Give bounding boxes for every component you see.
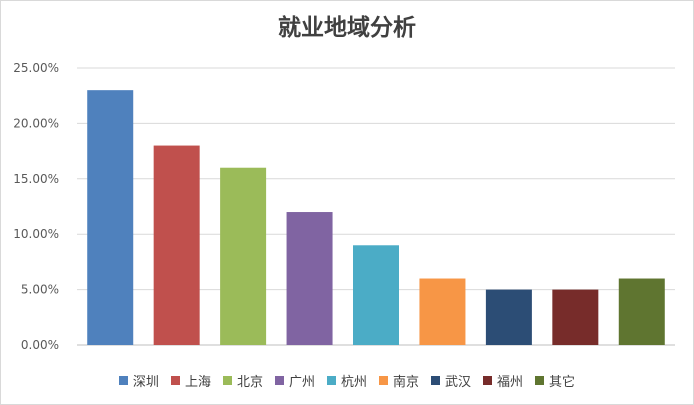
- y-tick-label: 20.00%: [13, 116, 59, 130]
- y-tick-label: 25.00%: [13, 61, 59, 75]
- legend-swatch: [170, 376, 180, 385]
- legend-swatch: [379, 376, 388, 385]
- bar-南京: [419, 278, 466, 345]
- y-tick-label: 15.00%: [13, 172, 59, 186]
- legend-item: 杭州: [326, 371, 367, 390]
- legend-label: 北京: [236, 375, 263, 390]
- legend-label: 其它: [549, 375, 576, 390]
- legend-label: 武汉: [445, 375, 472, 390]
- y-tick-label: 10.00%: [13, 227, 59, 241]
- bar-福州: [552, 289, 599, 345]
- legend-swatch: [222, 376, 232, 385]
- bar-深圳: [87, 90, 134, 345]
- legend-label: 福州: [497, 375, 524, 390]
- legend-item: 武汉: [431, 371, 471, 390]
- legend-item: 南京: [379, 371, 419, 390]
- legend-swatch: [274, 376, 284, 385]
- bar-武汉: [485, 289, 532, 345]
- y-tick-label: 0.00%: [21, 338, 59, 352]
- legend-swatch: [535, 376, 545, 385]
- legend-label: 杭州: [340, 375, 367, 390]
- bar-广州: [286, 212, 333, 345]
- legend-item: 其它: [535, 371, 575, 390]
- legend-label: 深圳: [132, 375, 159, 390]
- legend-swatch: [118, 376, 128, 385]
- bar-杭州: [353, 245, 399, 345]
- bar-其它: [618, 278, 665, 345]
- legend-item: 广州: [274, 371, 315, 390]
- legend-label: 上海: [184, 375, 211, 390]
- y-tick-label: 5.00%: [21, 283, 59, 297]
- bar-上海: [153, 145, 200, 345]
- chart-title: 就业地域分析: [278, 15, 416, 41]
- legend-swatch: [483, 376, 493, 385]
- legend-label: 广州: [288, 375, 315, 390]
- legend-swatch: [326, 376, 336, 385]
- legend-item: 深圳: [118, 371, 159, 390]
- bar-北京: [220, 167, 267, 345]
- legend-label: 南京: [393, 375, 420, 390]
- legend-swatch: [431, 376, 441, 385]
- legend-item: 福州: [483, 371, 523, 390]
- legend-item: 北京: [222, 371, 263, 390]
- chart-legend: 深圳 上海 北京 广州 杭州 南京 武汉 福州 其它: [1, 371, 693, 390]
- legend-item: 上海: [170, 371, 211, 390]
